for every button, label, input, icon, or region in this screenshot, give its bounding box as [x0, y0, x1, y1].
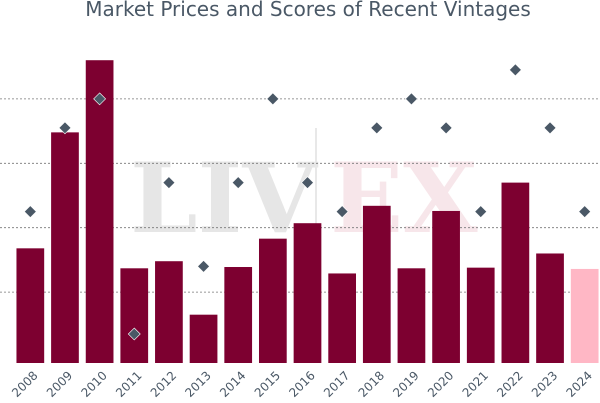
score-marker-2021: [474, 205, 488, 219]
score-marker-2024: [578, 205, 592, 219]
watermark-logo: LIV EX: [130, 128, 478, 255]
x-tick-label: 2019: [390, 368, 421, 399]
price-bar-2011: [120, 268, 149, 363]
price-bar-2008: [16, 248, 45, 363]
price-bar-2021: [466, 267, 495, 363]
score-marker-2015: [266, 92, 280, 106]
x-tick-label: 2018: [356, 368, 387, 399]
price-bar-2022: [501, 182, 530, 363]
score-marker-2008: [23, 205, 37, 219]
price-bar-2013: [189, 314, 218, 363]
price-bar-2014: [224, 267, 253, 363]
x-tick-label: 2023: [529, 368, 560, 399]
price-bar-2018: [362, 205, 391, 363]
x-tick-label: 2011: [113, 368, 144, 399]
price-bars: [16, 60, 599, 363]
x-tick-label: 2010: [78, 368, 109, 399]
score-marker-2010: [93, 92, 107, 106]
score-marker-2019: [405, 92, 418, 106]
score-marker-2020: [439, 121, 453, 135]
x-tick-label: 2009: [44, 368, 75, 399]
score-marker-2016: [301, 176, 314, 190]
price-bar-2017: [328, 273, 357, 363]
x-tick-label: 2020: [425, 368, 456, 399]
score-marker-2009: [58, 121, 72, 135]
score-marker-2011: [127, 327, 141, 341]
x-axis-ticks: 2008 2009 2010 2011 2012 2013 2014 2015 2016 2017…: [9, 368, 595, 399]
score-markers: [23, 63, 592, 341]
price-bar-2012: [155, 261, 183, 363]
price-bar-2016: [293, 223, 322, 363]
price-bar-2024: [570, 268, 599, 363]
chart-title: Market Prices and Scores of Recent Vinta…: [85, 0, 531, 21]
x-tick-label: 2012: [148, 368, 179, 399]
x-tick-label: 2024: [564, 368, 595, 399]
score-marker-2012: [162, 176, 176, 190]
score-marker-2018: [370, 121, 384, 135]
watermark-text-left: LIV: [130, 142, 318, 255]
score-marker-2014: [231, 176, 245, 190]
x-tick-label: 2014: [217, 368, 248, 399]
price-bar-2015: [258, 238, 287, 363]
score-marker-2022: [508, 63, 522, 77]
x-tick-label: 2016: [286, 368, 317, 399]
x-tick-label: 2021: [460, 368, 491, 399]
x-tick-label: 2022: [494, 368, 525, 399]
score-marker-2023: [543, 121, 557, 135]
x-tick-label: 2013: [182, 368, 213, 399]
price-bar-2020: [432, 210, 460, 363]
x-tick-label: 2015: [252, 368, 283, 399]
price-bar-2023: [536, 253, 564, 363]
score-marker-2017: [335, 205, 349, 219]
score-marker-2013: [197, 259, 210, 273]
x-tick-label: 2008: [9, 368, 40, 399]
price-bar-2010: [85, 60, 114, 363]
x-tick-label: 2017: [321, 368, 352, 399]
price-bar-2009: [51, 132, 79, 363]
price-bar-2019: [397, 268, 426, 363]
